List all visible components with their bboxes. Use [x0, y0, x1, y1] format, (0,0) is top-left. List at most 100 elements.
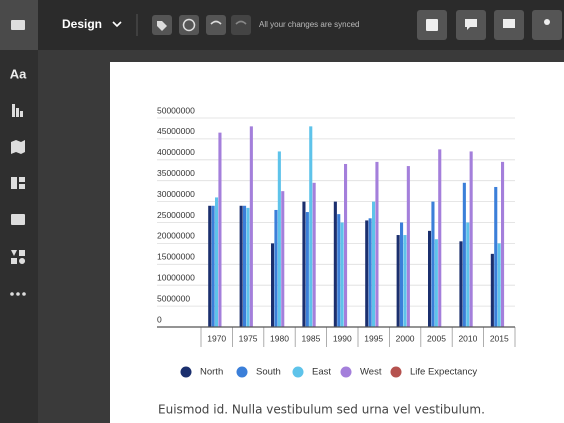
layout-tool-icon[interactable] — [19, 184, 25, 189]
y-tick-label: 45000000 — [157, 126, 195, 136]
preview-icon — [503, 19, 515, 28]
bar — [365, 220, 369, 327]
bar — [459, 241, 463, 327]
undo-button[interactable] — [206, 15, 226, 35]
bar — [434, 239, 438, 327]
bar — [312, 182, 316, 327]
bar — [431, 201, 435, 327]
layout-tool-icon[interactable] — [11, 177, 17, 189]
redo-button[interactable] — [231, 15, 251, 35]
bar — [340, 222, 344, 327]
bar — [333, 201, 337, 327]
sync-status: All your changes are synced — [259, 20, 360, 29]
bar — [490, 253, 494, 327]
bar — [497, 243, 501, 327]
share-icon — [544, 19, 550, 25]
tag-icon — [157, 21, 167, 31]
bar — [344, 163, 348, 327]
legend-label: Life Expectancy — [410, 367, 477, 378]
layout-tool-icon[interactable] — [19, 177, 25, 182]
body-text: Euismod id. Nulla vestibulum sed urna ve… — [158, 403, 485, 417]
comments-icon — [465, 19, 477, 30]
dropdown-arrow — [112, 21, 122, 28]
map-tool-icon[interactable] — [11, 140, 25, 154]
history-icon — [182, 18, 196, 32]
x-tick-label: 1995 — [364, 333, 383, 343]
x-tick-label: 1975 — [239, 333, 258, 343]
shapes-tool-icon[interactable] — [11, 250, 26, 264]
chart-tool-icon[interactable] — [12, 104, 15, 117]
bar — [368, 218, 372, 327]
y-tick-label: 50000000 — [157, 105, 195, 115]
legend-label: East — [312, 367, 331, 378]
bar — [438, 149, 442, 327]
legend-swatch — [236, 366, 248, 378]
text-tool[interactable]: Aa — [10, 66, 27, 81]
sidebar-icons — [10, 104, 26, 296]
y-tick-label: 25000000 — [157, 210, 195, 220]
toolbar-buttons — [152, 15, 251, 35]
legend-label: West — [360, 367, 382, 378]
bar — [271, 243, 275, 327]
chart: 0 5000000 10000000 15000000 20000000 25000000… — [157, 105, 516, 378]
x-tick-label: 1980 — [270, 333, 289, 343]
bar — [274, 209, 278, 327]
bar — [494, 186, 498, 327]
y-tick-label: 40000000 — [157, 147, 195, 157]
canvas — [110, 62, 564, 423]
y-tick-label: 10000000 — [157, 272, 195, 282]
bar — [469, 151, 473, 327]
bar — [215, 197, 219, 327]
bar — [309, 126, 313, 327]
sidebar — [0, 0, 38, 423]
bar — [208, 205, 212, 327]
bar — [243, 205, 247, 327]
design-menu[interactable]: Design — [62, 17, 102, 31]
bar — [428, 230, 432, 327]
legend-swatch — [390, 366, 402, 378]
x-tick-label: 1990 — [333, 333, 352, 343]
right-buttons — [417, 10, 562, 40]
x-tick-label: 2000 — [396, 333, 415, 343]
history-button[interactable] — [179, 15, 199, 35]
bar — [211, 205, 215, 327]
x-tick-label: 1985 — [301, 333, 320, 343]
x-tick-label: 2010 — [458, 333, 477, 343]
bar — [281, 191, 285, 327]
notes-icon — [426, 19, 438, 31]
legend-swatch — [292, 366, 304, 378]
legend-swatch — [340, 366, 352, 378]
image-tool-icon[interactable] — [11, 214, 25, 225]
y-tick-label: 5000000 — [157, 293, 190, 303]
y-tick-label: 35000000 — [157, 168, 195, 178]
bar — [403, 235, 407, 327]
bar — [396, 235, 400, 327]
bar — [302, 201, 306, 327]
bar — [249, 126, 253, 327]
chart-tool-icon[interactable] — [20, 111, 23, 117]
bar — [218, 132, 222, 327]
y-tick-label: 20000000 — [157, 231, 195, 241]
more-icon[interactable] — [22, 292, 26, 296]
legend-label: North — [200, 367, 223, 378]
bar — [466, 222, 470, 327]
legend-label: South — [256, 367, 281, 378]
bar — [375, 161, 379, 327]
bar — [372, 201, 376, 327]
bar — [277, 151, 281, 327]
x-tick-label: 2005 — [427, 333, 446, 343]
bar — [246, 207, 250, 327]
bar — [305, 212, 309, 327]
y-tick-label: 15000000 — [157, 252, 195, 262]
bar — [501, 161, 505, 327]
more-icon[interactable] — [10, 292, 14, 296]
bar — [239, 205, 243, 327]
bar — [337, 214, 341, 327]
legend-swatch — [180, 366, 192, 378]
redo-icon — [235, 20, 247, 25]
x-tick-label: 1970 — [207, 333, 226, 343]
bar — [400, 222, 404, 327]
more-icon[interactable] — [16, 292, 20, 296]
chart-tool-icon[interactable] — [16, 108, 19, 117]
